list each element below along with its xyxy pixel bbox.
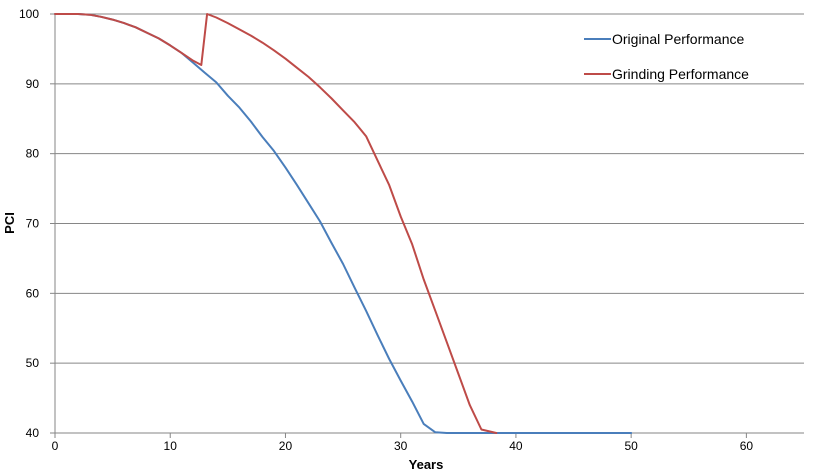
axes <box>50 13 804 438</box>
series-layer <box>54 13 633 434</box>
y-tick-label-100: 100 <box>19 7 39 21</box>
x-tick-label-20: 20 <box>279 439 293 453</box>
legend: Original Performance Grinding Performance <box>584 31 749 82</box>
series-line-2 <box>54 13 498 434</box>
legend-label-1: Original Performance <box>612 31 744 47</box>
x-tick-labels: 0 10 20 30 40 50 60 <box>52 439 754 453</box>
y-tick-label-70: 70 <box>26 217 40 231</box>
y-tick-labels: 40 50 60 70 80 90 100 <box>19 7 39 440</box>
legend-label-2: Grinding Performance <box>612 66 749 82</box>
x-tick-label-10: 10 <box>164 439 178 453</box>
y-tick-label-50: 50 <box>26 356 40 370</box>
y-axis-title: PCI <box>2 212 17 234</box>
x-tick-label-50: 50 <box>624 439 638 453</box>
y-tick-label-90: 90 <box>26 77 40 91</box>
y-tick-label-60: 60 <box>26 286 40 300</box>
x-tick-label-0: 0 <box>52 439 59 453</box>
y-tick-label-80: 80 <box>26 147 40 161</box>
y-tick-label-40: 40 <box>26 426 40 440</box>
x-tick-label-60: 60 <box>740 439 754 453</box>
x-tick-label-40: 40 <box>509 439 523 453</box>
x-tick-label-30: 30 <box>394 439 408 453</box>
x-axis-title: Years <box>409 457 444 472</box>
